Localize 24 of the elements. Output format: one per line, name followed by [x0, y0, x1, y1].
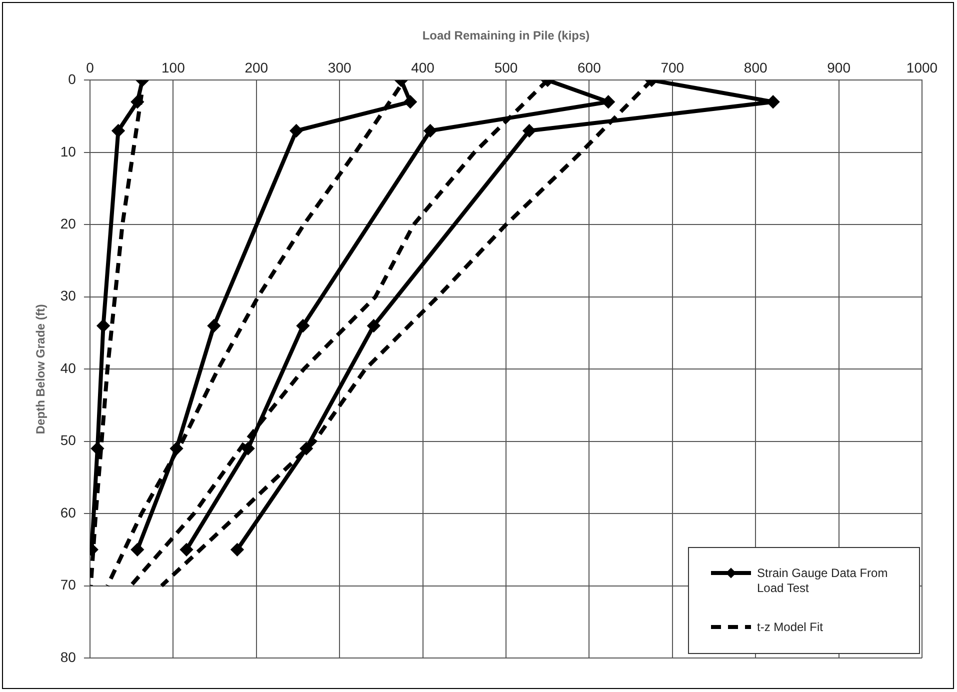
- x-axis-title: Load Remaining in Pile (kips): [422, 28, 590, 43]
- y-tick-label: 50: [60, 432, 76, 448]
- y-tick-label: 30: [60, 288, 76, 304]
- y-tick-label: 40: [60, 360, 76, 376]
- x-tick-label: 0: [86, 60, 94, 76]
- y-tick-label: 10: [60, 143, 76, 160]
- x-tick-label: 700: [660, 60, 684, 76]
- x-tick-label: 600: [578, 60, 602, 76]
- legend-label: t-z Model Fit: [757, 620, 824, 635]
- x-tick-label: 400: [411, 60, 435, 76]
- y-axis-title: Depth Below Grade (ft): [34, 304, 48, 434]
- y-tick-label: 70: [60, 576, 76, 593]
- x-tick-label: 200: [244, 60, 268, 76]
- x-tick-label: 900: [827, 60, 851, 76]
- x-tick-label: 100: [161, 60, 186, 76]
- x-tick-label: 800: [744, 60, 768, 76]
- x-tick-label: 1000: [906, 60, 938, 76]
- x-tick-label: 300: [328, 60, 352, 76]
- x-tick-label: 500: [494, 60, 518, 76]
- legend-label: Strain Gauge Data From Load Test: [757, 566, 889, 596]
- y-tick-label: 60: [60, 504, 76, 520]
- y-tick-label: 80: [60, 648, 76, 665]
- y-tick-label: 0: [68, 71, 76, 88]
- y-tick-label: 20: [60, 216, 76, 232]
